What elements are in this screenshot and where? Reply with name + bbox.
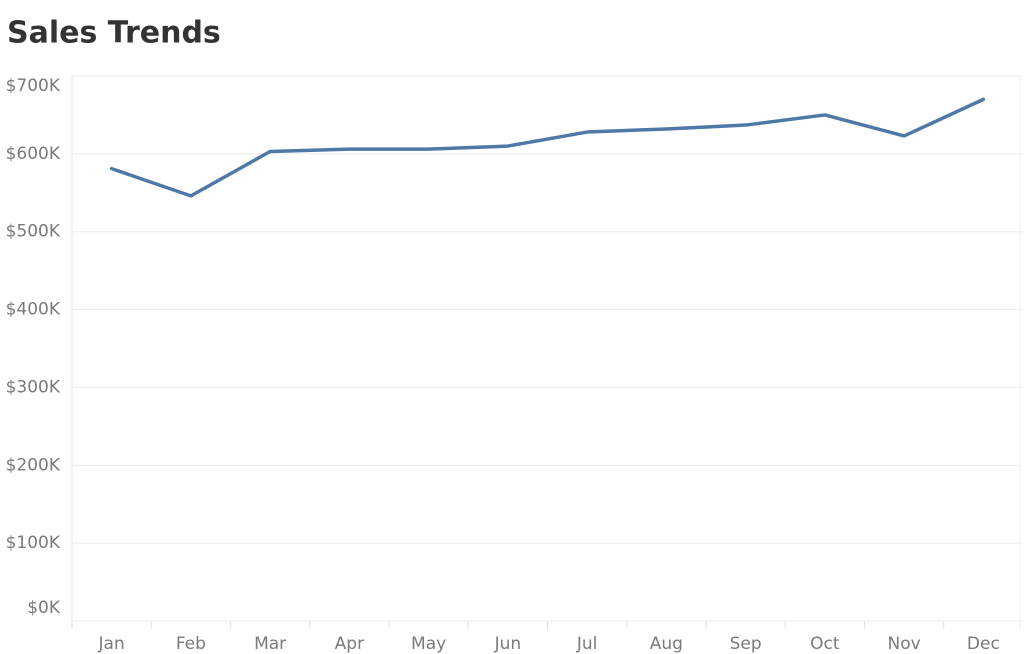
x-tick-label: Sep (730, 634, 762, 654)
x-tick-label: Aug (650, 634, 683, 654)
x-tick-label: Jul (576, 634, 598, 654)
y-tick-label: $600K (6, 144, 61, 164)
y-tick-label: $700K (6, 76, 61, 96)
y-tick-label: $200K (6, 455, 61, 475)
x-tick-label: Feb (176, 634, 206, 654)
x-tick-label: Oct (810, 634, 840, 654)
x-tick-label: Jan (98, 634, 125, 654)
y-tick-label: $0K (27, 598, 61, 618)
chart-title: Sales Trends (7, 16, 221, 51)
line (109, 97, 986, 198)
x-tick-label: Mar (254, 634, 286, 654)
y-tick-label: $500K (6, 222, 61, 242)
x-tick-label: May (411, 634, 446, 654)
x-tick-label: Apr (335, 634, 364, 654)
x-tick-label: Dec (967, 634, 1000, 654)
y-tick-label: $400K (6, 300, 61, 320)
x-tick-label: Nov (888, 634, 921, 654)
x-tick-label: Jun (494, 634, 522, 654)
y-tick-label: $300K (6, 377, 61, 397)
y-tick-label: $100K (6, 533, 61, 553)
